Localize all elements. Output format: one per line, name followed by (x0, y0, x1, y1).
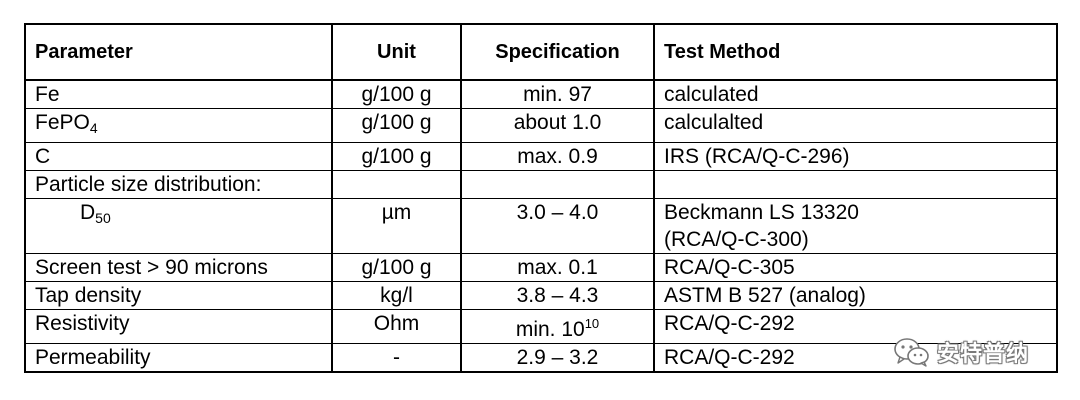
cell-specification (461, 170, 655, 199)
cell-specification: min. 97 (461, 80, 655, 109)
parameter-subscript: 4 (89, 120, 98, 136)
cell-specification: 3.8 – 4.3 (461, 281, 655, 310)
cell-parameter: FePO4 (25, 108, 333, 143)
cell-unit: g/100 g (332, 80, 462, 109)
test-method-line: (RCA/Q-C-300) (664, 228, 809, 251)
cell-test-method: calculalted (654, 108, 1057, 143)
header-unit: Unit (332, 24, 462, 81)
cell-unit: g/100 g (332, 253, 462, 282)
wechat-icon (893, 336, 931, 368)
cell-specification: max. 0.1 (461, 253, 655, 282)
cell-unit: µm (332, 198, 462, 254)
cell-parameter: Tap density (25, 281, 333, 310)
parameter-subscript: 50 (95, 210, 111, 226)
cell-parameter: Permeability (25, 343, 333, 372)
table-row: FePO4 g/100 g about 1.0 calculalted (25, 108, 1057, 143)
cell-test-method (654, 170, 1057, 199)
cell-test-method: RCA/Q-C-292 (664, 346, 795, 369)
cell-unit: - (332, 343, 462, 372)
cell-specification: about 1.0 (461, 108, 655, 143)
cell-test-method: Beckmann LS 13320 (RCA/Q-C-300) (654, 198, 1057, 254)
table-row: Screen test > 90 microns g/100 g max. 0.… (25, 253, 1057, 282)
table-row: Fe g/100 g min. 97 calculated (25, 80, 1057, 109)
parameter-base: D (80, 201, 96, 224)
cell-specification: max. 0.9 (461, 142, 655, 171)
watermark-text: 安特普纳 (937, 342, 1030, 367)
table-row: C g/100 g max. 0.9 IRS (RCA/Q-C-296) (25, 142, 1057, 171)
specification-table: Parameter Unit Specification Test Method… (24, 23, 1058, 373)
parameter-base: FePO (35, 111, 90, 134)
table-row: Resistivity Ohm min. 1010 RCA/Q-C-292 (25, 309, 1057, 344)
cell-specification: 3.0 – 4.0 (461, 198, 655, 254)
cell-parameter: C (25, 142, 333, 171)
watermark: 安特普纳 (893, 335, 1029, 369)
header-test-method: Test Method (654, 24, 1057, 81)
cell-parameter: D50 (25, 198, 333, 254)
cell-test-method: RCA/Q-C-292 (654, 309, 1057, 344)
table-header-row: Parameter Unit Specification Test Method (25, 24, 1057, 81)
specification-superscript: 10 (584, 316, 600, 331)
header-parameter: Parameter (25, 24, 333, 81)
cell-unit (332, 170, 462, 199)
cell-test-method: ASTM B 527 (analog) (654, 281, 1057, 310)
cell-specification: 2.9 – 3.2 (461, 343, 655, 372)
cell-specification: min. 1010 (461, 309, 655, 344)
cell-unit: g/100 g (332, 108, 462, 143)
cell-parameter: Fe (25, 80, 333, 109)
header-specification: Specification (461, 24, 655, 81)
test-method-line: Beckmann LS 13320 (664, 201, 859, 224)
cell-parameter: Particle size distribution: (25, 170, 333, 199)
cell-unit: Ohm (332, 309, 462, 344)
cell-unit: g/100 g (332, 142, 462, 171)
cell-unit: kg/l (332, 281, 462, 310)
table-row: Permeability - 2.9 – 3.2 RCA/Q-C-292 (25, 343, 1057, 372)
cell-parameter: Resistivity (25, 309, 333, 344)
table-row: D50 µm 3.0 – 4.0 Beckmann LS 13320 (RCA/Q… (25, 198, 1057, 254)
cell-test-method: calculated (654, 80, 1057, 109)
table-row: Tap density kg/l 3.8 – 4.3 ASTM B 527 (a… (25, 281, 1057, 310)
cell-test-method: IRS (RCA/Q-C-296) (654, 142, 1057, 171)
table-row: Particle size distribution: (25, 170, 1057, 199)
cell-parameter: Screen test > 90 microns (25, 253, 333, 282)
specification-base: min. 10 (515, 318, 585, 341)
cell-test-method: RCA/Q-C-305 (654, 253, 1057, 282)
